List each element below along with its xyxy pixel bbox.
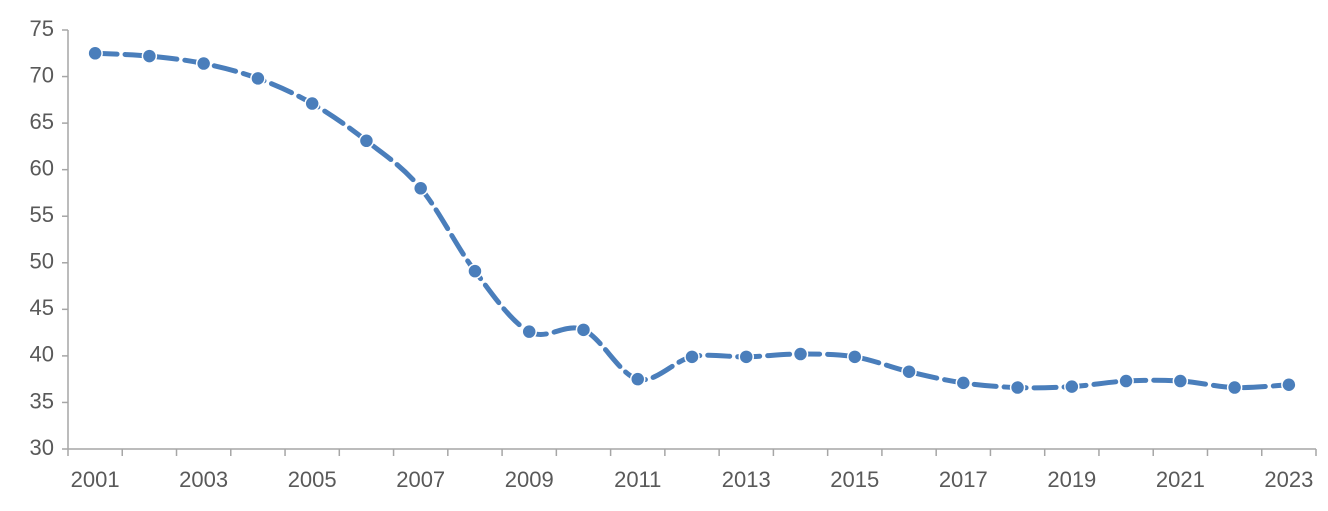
x-tick-label: 2011 (614, 467, 661, 492)
y-tick-label: 75 (30, 16, 54, 41)
x-tick-label: 2015 (830, 467, 879, 492)
x-tick-label: 2021 (1156, 467, 1205, 492)
y-tick-label: 60 (30, 155, 54, 180)
line (92, 50, 1292, 391)
marker (87, 45, 103, 62)
x-tick-label: 2023 (1264, 467, 1313, 492)
marker (575, 322, 592, 338)
marker (1118, 373, 1134, 389)
marker (1172, 373, 1189, 389)
x-tick-label: 2005 (288, 467, 337, 492)
marker (1009, 379, 1026, 396)
x-tick-label: 2001 (71, 467, 120, 492)
marker (250, 70, 266, 87)
marker (521, 323, 537, 340)
marker (1064, 378, 1080, 395)
y-tick-label: 45 (30, 295, 54, 320)
marker (1226, 379, 1243, 396)
y-tick-label: 70 (30, 62, 54, 87)
marker (901, 363, 917, 380)
marker (195, 55, 212, 72)
marker (738, 349, 755, 365)
x-tick-label: 2013 (722, 467, 771, 492)
y-tick-label: 65 (30, 109, 54, 134)
marker (847, 349, 863, 365)
y-tick-label: 55 (30, 202, 54, 227)
marker (467, 263, 483, 279)
marker (629, 371, 646, 387)
y-tick-label: 35 (30, 388, 54, 413)
marker (304, 95, 320, 112)
x-tick-label: 2017 (939, 467, 988, 492)
x-tick-label: 2007 (396, 467, 445, 492)
y-tick-label: 50 (30, 249, 54, 274)
marker (684, 349, 700, 365)
marker (792, 346, 809, 362)
marker (358, 133, 375, 149)
y-tick-label: 30 (30, 435, 54, 460)
x-tick-label: 2003 (179, 467, 228, 492)
x-tick-label: 2009 (505, 467, 554, 492)
y-tick-label: 40 (30, 342, 54, 367)
marker (141, 48, 158, 64)
marker (412, 180, 429, 197)
marker (1281, 377, 1297, 393)
marker (955, 375, 972, 391)
x-tick-label: 2019 (1047, 467, 1096, 492)
